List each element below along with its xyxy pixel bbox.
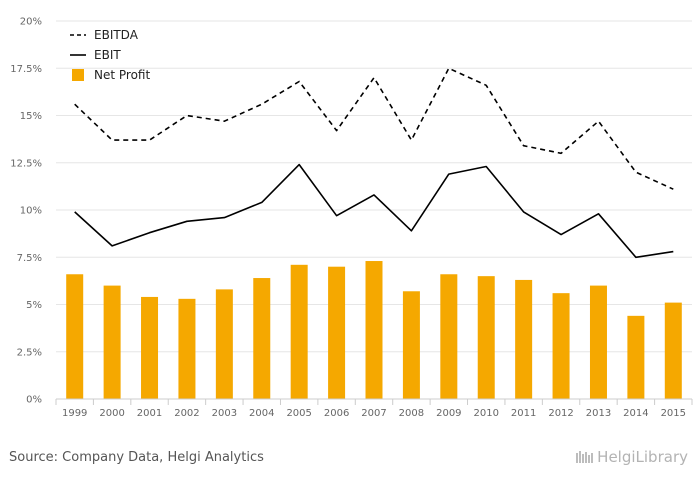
x-tick-label: 2007: [361, 408, 386, 419]
x-tick-label: 2013: [586, 408, 611, 419]
net-profit-bar: [253, 278, 271, 399]
y-axis: 0% 2.5% 5% 7.5% 10% 12.5% 15% 17.5% 20%: [10, 17, 42, 406]
legend-label-net-profit: Net Profit: [94, 68, 150, 82]
y-tick-label: 15%: [20, 111, 42, 122]
x-tick-label: 2008: [399, 408, 424, 419]
x-tick-label: 2014: [623, 408, 648, 419]
x-tick-label: 2004: [249, 408, 274, 419]
gridlines: [56, 20, 692, 353]
net-profit-bar: [477, 276, 495, 399]
y-tick-label: 20%: [20, 17, 42, 28]
x-tick-label: 2006: [324, 408, 349, 419]
net-profit-bar: [141, 296, 159, 399]
net-profit-bar: [365, 261, 383, 399]
net-profit-bar: [627, 315, 645, 399]
brand-logo: HelgiLibrary: [576, 448, 688, 466]
net-profit-bar: [178, 298, 196, 399]
net-profit-bar: [402, 291, 420, 399]
x-tick-label: 2015: [661, 408, 686, 419]
x-tick-label: 2012: [548, 408, 573, 419]
x-tick-label: 2002: [174, 408, 199, 419]
net-profit-bar: [515, 279, 533, 399]
ebit-line: [74, 163, 674, 259]
x-tick-label: 2010: [474, 408, 499, 419]
legend-label-ebitda: EBITDA: [94, 28, 139, 42]
x-axis: 1999 2000 2001 2002 2003 2004 2005 2006 2007 2008…: [55, 398, 693, 419]
net-profit-bar: [664, 302, 682, 399]
net-profit-bar: [589, 285, 607, 399]
x-tick-label: 2001: [137, 408, 162, 419]
net-profit-bar: [66, 274, 84, 399]
x-tick-label: 2003: [212, 408, 237, 419]
series-lines: [74, 67, 674, 259]
library-icon: [576, 451, 594, 463]
net-profit-bar: [290, 264, 308, 399]
y-tick-label: 12.5%: [10, 158, 42, 169]
y-tick-label: 7.5%: [17, 253, 42, 264]
y-tick-label: 5%: [26, 300, 42, 311]
source-note: Source: Company Data, Helgi Analytics: [9, 450, 264, 465]
ebitda-line: [74, 67, 674, 190]
net-profit-bar: [103, 285, 121, 399]
x-tick-label: 2009: [436, 408, 461, 419]
x-tick-label: 1999: [62, 408, 87, 419]
x-tick-label: 2005: [286, 408, 311, 419]
net-profit-bar: [440, 274, 458, 399]
net-profit-bar: [328, 266, 346, 399]
legend: EBITDA EBIT Net Profit: [70, 28, 150, 82]
y-tick-label: 10%: [20, 206, 42, 217]
net-profit-bar: [215, 289, 233, 399]
y-tick-label: 17.5%: [10, 64, 42, 75]
net-profit-bar: [552, 293, 570, 399]
y-tick-label: 2.5%: [17, 347, 42, 358]
legend-swatch-net-profit: [72, 69, 84, 81]
net-profit-bars: [66, 261, 682, 399]
legend-label-ebit: EBIT: [94, 48, 121, 62]
brand-name: HelgiLibrary: [597, 448, 688, 466]
y-tick-label: 0%: [26, 395, 42, 406]
x-tick-label: 2000: [99, 408, 124, 419]
x-tick-label: 2011: [511, 408, 536, 419]
